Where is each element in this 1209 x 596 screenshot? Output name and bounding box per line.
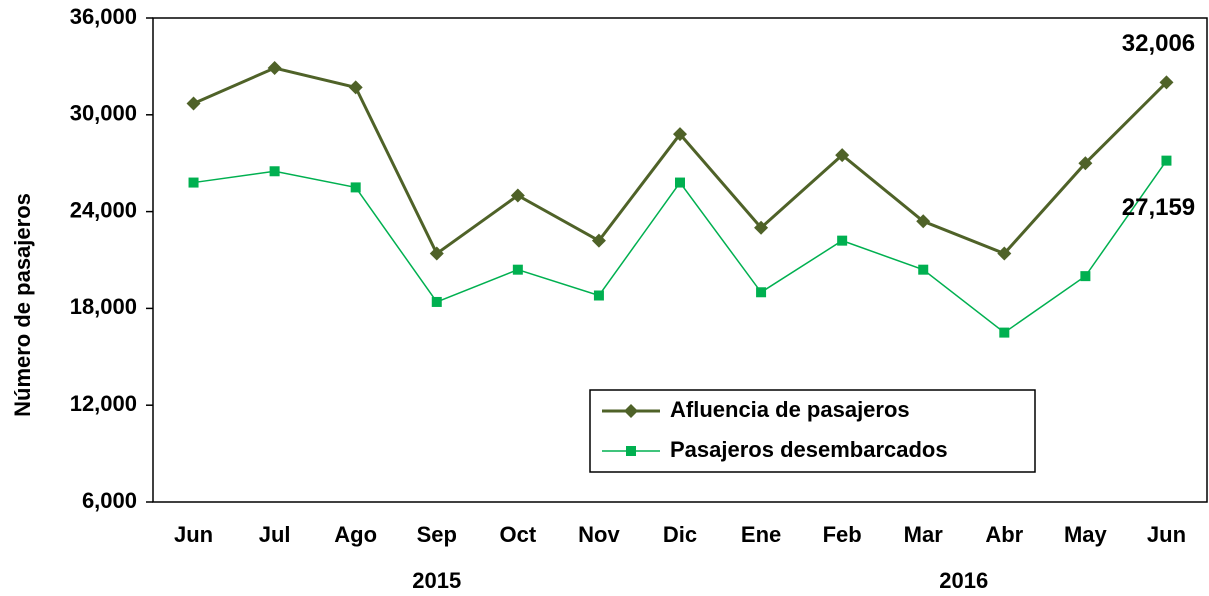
data-point	[429, 246, 444, 261]
data-point	[348, 80, 363, 95]
data-point	[916, 214, 931, 229]
data-point	[1159, 75, 1174, 90]
data-point	[512, 264, 523, 275]
x-tick-label: Jun	[174, 522, 213, 547]
legend-marker	[626, 446, 636, 456]
x-tick-label: Dic	[663, 522, 697, 547]
data-point	[186, 96, 201, 111]
y-tick-label: 12,000	[70, 391, 137, 416]
data-point	[673, 127, 687, 142]
y-tick-label: 36,000	[70, 4, 137, 29]
y-axis-label: Número de pasajeros	[10, 193, 35, 417]
y-tick-label: 6,000	[82, 488, 137, 513]
data-point	[754, 220, 769, 235]
data-point	[918, 264, 929, 275]
x-tick-label: Oct	[500, 522, 537, 547]
data-point	[999, 327, 1010, 338]
x-tick-label: Jun	[1147, 522, 1186, 547]
data-point	[591, 233, 606, 248]
x-tick-label: Sep	[417, 522, 457, 547]
data-point	[593, 290, 604, 301]
data-point	[756, 287, 767, 298]
data-point	[431, 296, 442, 307]
legend-box	[589, 389, 1036, 473]
data-label: 27,159	[1122, 194, 1195, 221]
data-point	[1078, 156, 1093, 171]
x-tick-label: Mar	[904, 522, 944, 547]
data-point	[188, 177, 199, 188]
x-group-label: 2015	[412, 568, 461, 593]
data-point	[1161, 155, 1172, 166]
legend-marker	[624, 404, 638, 418]
x-tick-label: Jul	[259, 522, 291, 547]
data-point	[837, 235, 848, 246]
x-tick-label: Feb	[823, 522, 862, 547]
data-point	[675, 177, 685, 188]
x-tick-label: Ene	[741, 522, 781, 547]
data-point	[350, 182, 361, 193]
data-point	[835, 148, 850, 163]
y-tick-label: 18,000	[70, 294, 137, 319]
x-tick-label: Nov	[578, 522, 620, 547]
plot-area	[152, 17, 1208, 503]
x-tick-label: Ago	[334, 522, 377, 547]
legend-label: Afluencia de pasajeros	[670, 397, 910, 422]
data-point	[1080, 271, 1091, 282]
legend-label: Pasajeros desembarcados	[670, 437, 948, 462]
y-tick-label: 24,000	[70, 197, 137, 222]
data-label: 32,006	[1122, 30, 1195, 57]
series-line	[192, 66, 1168, 256]
y-tick-label: 30,000	[70, 101, 137, 126]
data-point	[997, 246, 1012, 261]
data-point	[269, 166, 280, 177]
data-point	[267, 61, 282, 76]
x-tick-label: May	[1064, 522, 1108, 547]
x-group-label: 2016	[939, 568, 988, 593]
data-point	[510, 188, 525, 203]
x-tick-label: Abr	[985, 522, 1023, 547]
